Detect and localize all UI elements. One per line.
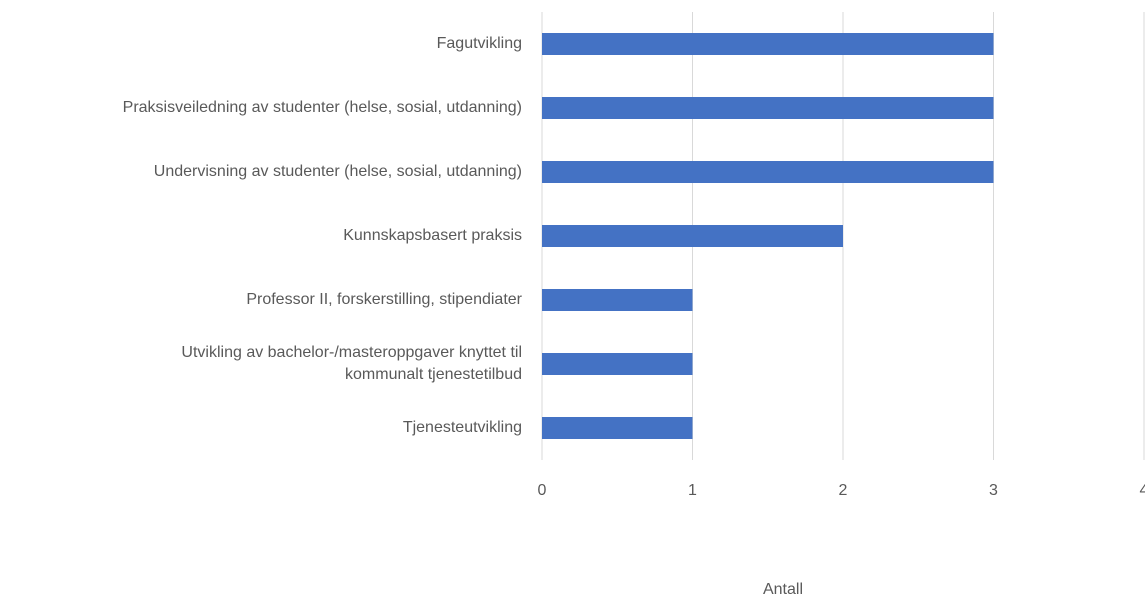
bar xyxy=(542,289,693,311)
x-tick-label: 3 xyxy=(989,482,998,499)
bar xyxy=(542,353,693,375)
bar xyxy=(542,33,994,55)
x-axis-label: Antall xyxy=(763,581,803,597)
x-tick-label: 1 xyxy=(688,482,697,499)
x-tick-label: 0 xyxy=(538,482,547,499)
y-tick-label: Praksisveiledning av studenter (helse, s… xyxy=(122,99,522,116)
bar xyxy=(542,161,994,183)
x-tick-label: 2 xyxy=(839,482,848,499)
y-tick-label: Kunnskapsbasert praksis xyxy=(343,227,522,244)
y-tick-label: Undervisning av studenter (helse, sosial… xyxy=(153,163,522,180)
y-tick-label: Tjenesteutvikling xyxy=(402,419,522,436)
bar xyxy=(542,225,843,247)
bar xyxy=(542,417,693,439)
bar xyxy=(542,97,994,119)
y-tick-label: Professor II, forskerstilling, stipendia… xyxy=(246,291,522,308)
y-tick-label: Fagutvikling xyxy=(436,35,522,52)
y-tick-label: Utvikling av bachelor-/masteroppgaver kn… xyxy=(181,344,522,383)
x-tick-label: 4 xyxy=(1140,482,1145,499)
